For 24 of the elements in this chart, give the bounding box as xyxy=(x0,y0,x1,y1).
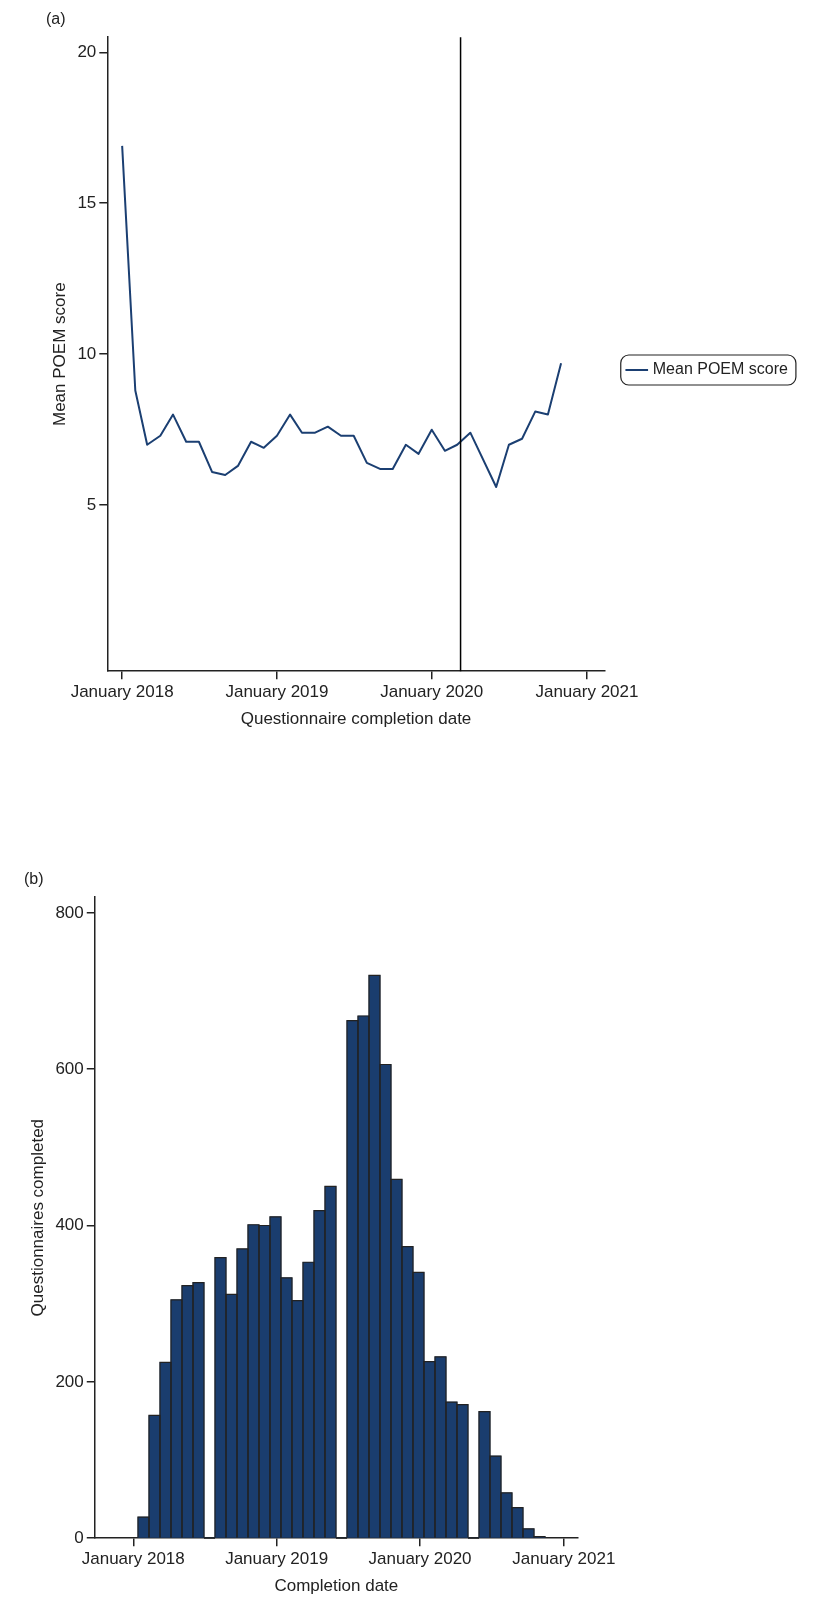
y-tick-label: 600 xyxy=(55,1058,84,1078)
x-tick-label: January 2019 xyxy=(225,682,329,702)
y-tick-label: 20 xyxy=(77,41,97,61)
x-tick-label: January 2018 xyxy=(81,1549,185,1569)
y-axis-title: Questionnaires completed xyxy=(27,1118,47,1317)
y-tick-label: 15 xyxy=(77,192,97,212)
x-tick-label: January 2020 xyxy=(380,682,484,702)
chart-title: (b) xyxy=(24,870,44,888)
x-tick-label: January 2020 xyxy=(368,1549,472,1569)
x-axis-title: Completion date xyxy=(274,1576,399,1596)
y-tick-label: 10 xyxy=(77,343,97,363)
y-tick-label: 5 xyxy=(86,494,97,514)
x-tick-label: January 2019 xyxy=(225,1549,329,1569)
y-tick-label: 200 xyxy=(55,1371,84,1391)
x-tick-label: January 2021 xyxy=(512,1549,616,1569)
y-tick-label: 400 xyxy=(55,1215,84,1235)
y-axis-title: Mean POEM score xyxy=(49,282,69,426)
chart-title: (a) xyxy=(46,10,66,28)
y-tick-label: 800 xyxy=(55,902,84,922)
legend-label: Mean POEM score xyxy=(652,360,789,378)
x-tick-label: January 2018 xyxy=(70,682,174,702)
x-axis-title: Questionnaire completion date xyxy=(240,709,472,729)
x-tick-label: January 2021 xyxy=(535,682,639,702)
y-tick-label: 0 xyxy=(74,1527,84,1547)
